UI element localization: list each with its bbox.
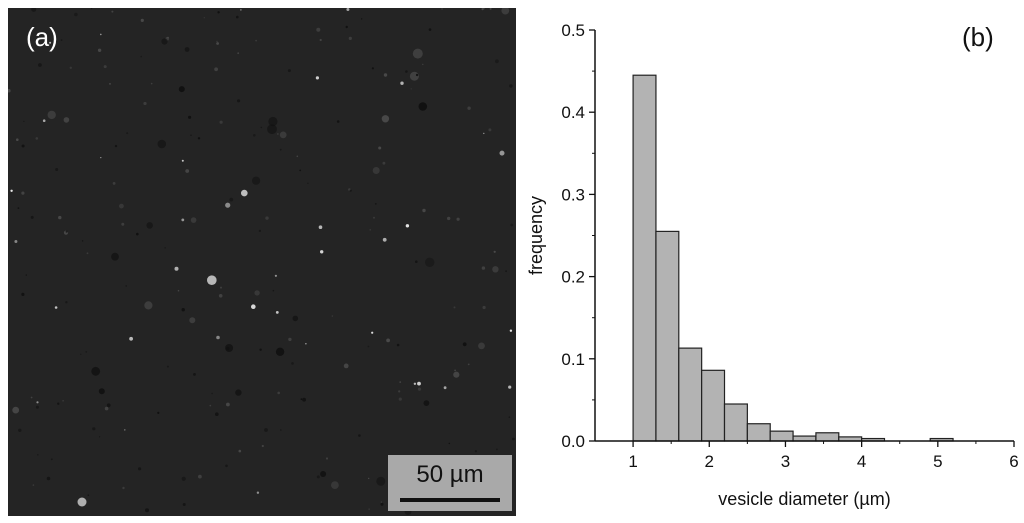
scale-bar: 50 µm <box>388 455 512 511</box>
histogram-bar-5 <box>746 423 771 442</box>
x-tick-label-2: 3 <box>781 452 790 471</box>
histogram-chart: 0.0 0.1 0.2 0.3 0.4 0.5 1 2 3 4 5 6 vesicle diameter… <box>526 21 1019 509</box>
x-tick-label-3: 4 <box>857 452 866 471</box>
histogram-bar-0 <box>632 74 657 442</box>
y-axis-label: frequency <box>526 196 546 275</box>
histogram-bar-4 <box>723 403 748 442</box>
panel-a-label: (a) <box>26 22 58 52</box>
y-tick-label-1: 0.1 <box>561 350 585 369</box>
histogram-bar-6 <box>769 430 794 442</box>
y-tick-label-4: 0.4 <box>561 103 585 122</box>
histogram-bar-3 <box>701 369 726 442</box>
scale-bar-line <box>400 498 500 502</box>
y-tick-label-3: 0.3 <box>561 185 585 204</box>
x-tick-label-4: 5 <box>933 452 942 471</box>
micrograph-panel: (a) 50 µm <box>8 8 516 516</box>
y-tick-label-5: 0.5 <box>561 21 585 40</box>
panel-b-label: (b) <box>962 22 994 52</box>
scale-bar-label: 50 µm <box>416 461 484 488</box>
histogram-bar-8 <box>815 432 840 442</box>
x-axis-label: vesicle diameter (µm) <box>718 489 890 509</box>
y-tick-label-0: 0.0 <box>561 432 585 451</box>
x-tick-label-1: 2 <box>705 452 714 471</box>
histogram-bar-1 <box>655 230 680 442</box>
histogram-bar-2 <box>678 347 703 442</box>
x-tick-label-0: 1 <box>628 452 637 471</box>
x-tick-label-5: 6 <box>1009 452 1018 471</box>
y-tick-label-2: 0.2 <box>561 268 585 287</box>
micrograph-image <box>8 8 515 515</box>
